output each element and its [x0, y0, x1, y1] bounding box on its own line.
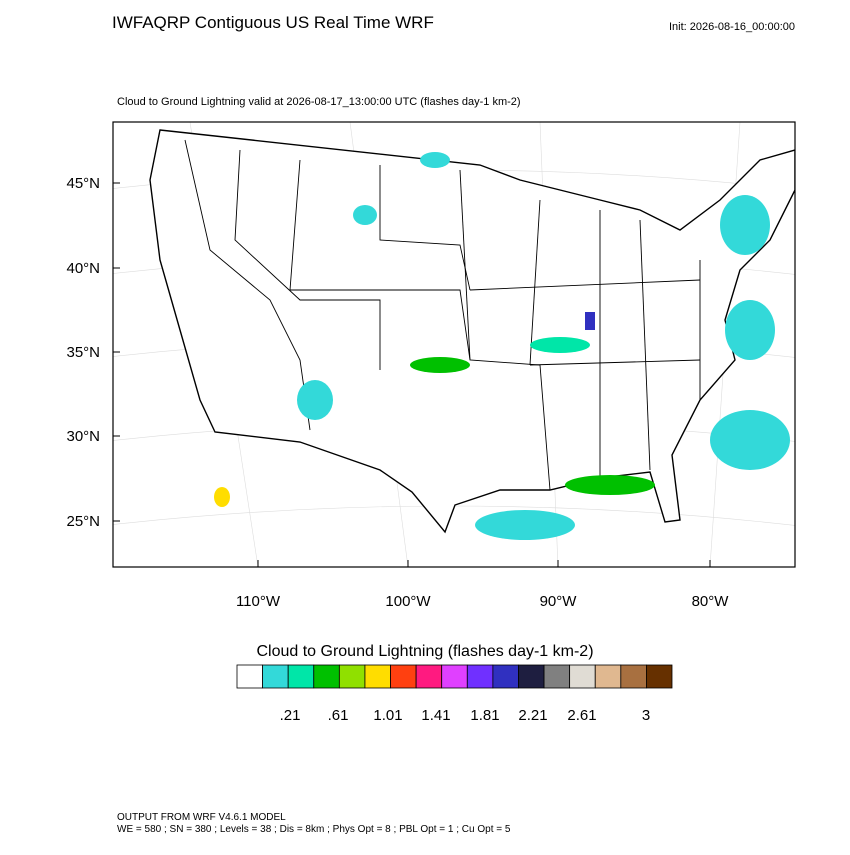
colorbar-box [313, 664, 340, 689]
lat-label: 25°N [66, 513, 100, 530]
colorbar-label: .21 [280, 707, 301, 724]
footer-line: OUTPUT FROM WRF V4.6.1 MODEL [117, 812, 286, 823]
title: IWFAQRP Contiguous US Real Time WRF [112, 13, 434, 32]
colorbar-label: 2.21 [518, 707, 547, 724]
map-body [113, 122, 795, 567]
colorbar-box [287, 664, 315, 689]
colorbar-box [338, 664, 366, 689]
colorbar-box [262, 664, 289, 689]
map [112, 121, 796, 568]
colorbar-box [441, 664, 468, 689]
lon-label: 110°W [236, 593, 281, 610]
colorbar-box [646, 664, 673, 689]
colorbar-box [364, 664, 391, 689]
colorbar-box [492, 664, 519, 689]
colorbar-label: 1.81 [470, 707, 499, 724]
lon-label: 80°W [692, 593, 730, 610]
colorbar-label: 2.61 [567, 707, 596, 724]
map-frame [112, 121, 796, 568]
colorbar-box [569, 664, 596, 689]
subtitle: Cloud to Ground Lightning valid at 2026-… [117, 96, 521, 108]
colorbar-title: Cloud to Ground Lightning (flashes day-1… [256, 643, 593, 660]
colorbar-box [594, 664, 622, 689]
lat-label: 30°N [66, 428, 100, 445]
colorbar-label: 1.01 [373, 707, 402, 724]
colorbar-box [415, 664, 443, 689]
init-time: Init: 2026-08-16_00:00:00 [669, 21, 795, 33]
footer-line: WE = 580 ; SN = 380 ; Levels = 38 ; Dis … [117, 824, 511, 835]
lon-label: 100°W [385, 593, 431, 610]
lightning-areas [214, 152, 790, 540]
colorbar-box [518, 664, 545, 689]
colorbar-label: 3 [642, 707, 650, 724]
colorbar-box [466, 664, 494, 689]
lat-label: 40°N [66, 260, 100, 277]
state-lines [184, 139, 701, 491]
colorbar-box [543, 664, 571, 689]
colorbar-box [620, 664, 647, 689]
colorbar-label: .61 [328, 707, 349, 724]
colorbar-label: 1.41 [421, 707, 450, 724]
us-outline [149, 129, 795, 534]
colorbar-box [236, 664, 263, 689]
colorbar-box [390, 664, 417, 689]
lon-label: 90°W [540, 593, 578, 610]
lat-label: 45°N [66, 175, 100, 192]
lat-label: 35°N [66, 344, 100, 361]
